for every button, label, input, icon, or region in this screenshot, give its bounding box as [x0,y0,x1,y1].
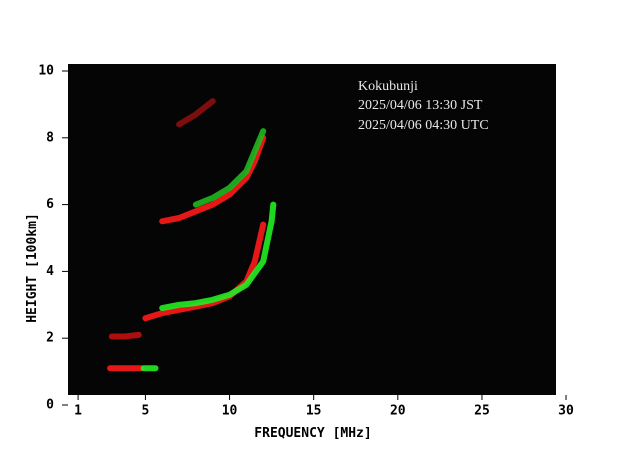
trace [159,201,277,312]
trace [159,134,267,225]
x-tick-label: 15 [306,404,322,419]
y-tick-label: 4 [46,264,54,279]
x-tick-label: 20 [390,404,406,419]
y-tick-label: 0 [46,398,54,413]
x-tick-label: 10 [222,404,238,419]
x-tick-label: 25 [474,404,490,419]
y-tick-label: 10 [38,64,54,79]
annotation: 2025/04/06 13:30 JST [358,98,483,113]
trace [192,128,267,208]
x-tick-label: 1 [74,404,82,419]
x-tick-label: 5 [141,404,149,419]
trace [176,98,216,128]
annotation: Kokubunji [358,79,418,94]
trace [142,221,267,322]
y-tick-label: 6 [46,197,54,212]
y-tick-label: 8 [46,130,54,145]
annotation: 2025/04/06 04:30 UTC [358,118,489,133]
y-axis-label: HEIGHT [100km] [25,213,40,323]
plot-area [68,64,556,395]
y-tick-label: 2 [46,331,54,346]
trace [108,331,142,340]
x-tick-label: 30 [558,404,574,419]
x-axis-label: FREQUENCY [MHz] [254,426,371,441]
